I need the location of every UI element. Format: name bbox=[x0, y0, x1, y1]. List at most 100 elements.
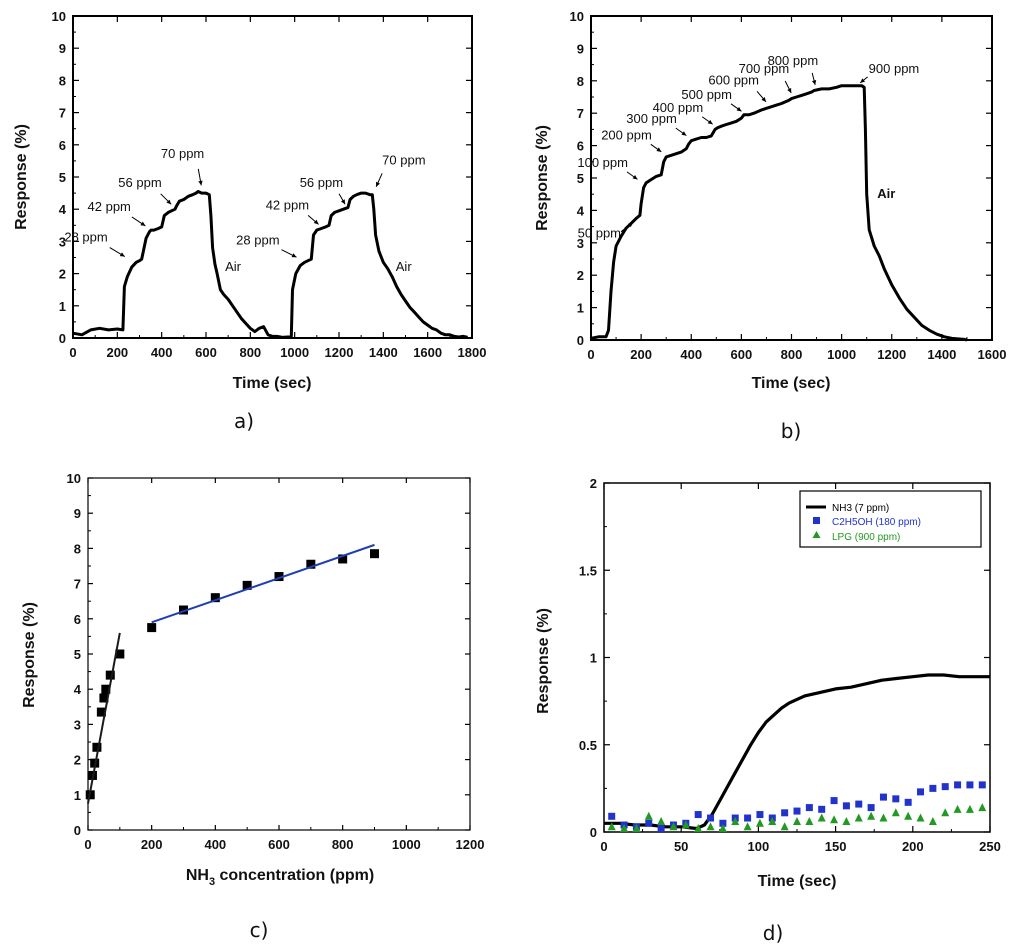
annotation-arrowhead-a bbox=[140, 221, 146, 226]
annotation-arrowhead-b bbox=[761, 96, 766, 102]
x-tick-label-b: 1200 bbox=[877, 347, 906, 362]
data-point-d-2 bbox=[830, 815, 839, 824]
x-tick-label-a: 1400 bbox=[369, 345, 398, 360]
data-point-d-2 bbox=[965, 804, 974, 813]
y-axis-label-b: Response (%) bbox=[534, 125, 551, 231]
annotation-label-b: 500 ppm bbox=[681, 87, 732, 102]
x-tick-label-c: 400 bbox=[204, 837, 226, 852]
x-tick-label-a: 800 bbox=[239, 345, 261, 360]
legend-swatch-lpg bbox=[812, 531, 821, 538]
x-tick-label-d: 100 bbox=[748, 839, 770, 854]
data-point-d-1 bbox=[904, 798, 912, 806]
data-point-d-2 bbox=[632, 824, 641, 833]
annotation-arrowhead-b bbox=[632, 174, 638, 180]
data-point-c-0 bbox=[242, 580, 252, 590]
data-point-d-2 bbox=[780, 822, 789, 831]
annotation-label-b: 900 ppm bbox=[869, 61, 920, 76]
data-point-d-1 bbox=[941, 783, 949, 791]
y-tick-label-a: 8 bbox=[59, 73, 66, 88]
data-point-c-0 bbox=[101, 684, 111, 694]
annotation-label-a: 28 ppm bbox=[236, 233, 279, 248]
x-tick-label-d: 250 bbox=[979, 839, 1001, 854]
y-tick-label-d: 0.5 bbox=[579, 738, 597, 753]
data-point-d-2 bbox=[731, 817, 740, 826]
data-point-d-2 bbox=[891, 808, 900, 817]
annotation-label-a: 56 ppm bbox=[118, 175, 161, 190]
annotation-label-a: Air bbox=[396, 259, 413, 274]
annotation-label-a: 70 ppm bbox=[161, 146, 204, 161]
x-tick-label-b: 1000 bbox=[827, 347, 856, 362]
x-axis-label-d: Time (sec) bbox=[758, 873, 837, 890]
x-tick-label-c: 0 bbox=[84, 837, 91, 852]
x-tick-label-b: 0 bbox=[587, 347, 594, 362]
data-point-d-2 bbox=[743, 822, 752, 831]
y-tick-label-c: 2 bbox=[74, 753, 81, 768]
data-point-d-1 bbox=[744, 814, 752, 822]
data-point-c-0 bbox=[210, 593, 220, 603]
data-point-d-2 bbox=[867, 811, 876, 820]
annotation-arrowhead-a bbox=[375, 181, 380, 187]
panel-a: 0 200 400 600 800 1000 1200 1400 1600 18000123456… bbox=[13, 9, 486, 433]
data-point-d-2 bbox=[793, 817, 801, 826]
annotation-label-b: 700 ppm bbox=[739, 61, 790, 76]
annotation-label-b: 100 ppm bbox=[577, 155, 628, 170]
plot-frame-c bbox=[87, 477, 471, 831]
data-point-d-1 bbox=[694, 811, 702, 819]
annotation-label-b: 800 ppm bbox=[768, 53, 819, 68]
x-tick-label-c: 200 bbox=[141, 837, 163, 852]
y-tick-label-c: 5 bbox=[74, 647, 81, 662]
x-tick-label-b: 400 bbox=[680, 347, 702, 362]
data-point-d-1 bbox=[818, 805, 826, 813]
data-point-d-2 bbox=[768, 817, 777, 826]
x-tick-label-c: 800 bbox=[332, 837, 354, 852]
legend-label-c2h5oh: C2H5OH (180 ppm) bbox=[832, 517, 921, 528]
data-point-c-0 bbox=[179, 605, 188, 615]
y-tick-label-c: 7 bbox=[74, 577, 81, 592]
legend-box-d bbox=[799, 490, 982, 548]
data-point-c-0 bbox=[147, 623, 157, 633]
annotation-label-a: Air bbox=[225, 259, 242, 274]
y-tick-label-c: 8 bbox=[74, 541, 81, 556]
panel-label-a: a) bbox=[234, 409, 254, 433]
data-point-d-2 bbox=[916, 813, 925, 822]
annotation-arrowhead-a bbox=[313, 219, 319, 225]
y-tick-label-d: 1 bbox=[590, 651, 597, 666]
annotation-label-b: 300 ppm bbox=[626, 111, 677, 126]
annotation-arrowhead-a bbox=[340, 199, 346, 205]
data-point-c-0 bbox=[92, 742, 102, 752]
y-tick-label-a: 7 bbox=[59, 106, 66, 121]
y-tick-label-b: 1 bbox=[577, 301, 584, 316]
y-tick-label-b: 3 bbox=[577, 236, 584, 251]
data-point-c-0 bbox=[96, 707, 106, 717]
x-tick-label-c: 1200 bbox=[456, 837, 485, 852]
data-point-d-2 bbox=[928, 817, 937, 826]
y-tick-label-a: 5 bbox=[59, 170, 66, 185]
annotation-arrowhead-a bbox=[119, 252, 125, 257]
data-point-d-2 bbox=[842, 817, 851, 826]
data-point-d-1 bbox=[929, 784, 937, 792]
data-point-c-0 bbox=[99, 693, 109, 703]
series-line-d-0 bbox=[604, 673, 990, 831]
x-tick-label-b: 1600 bbox=[978, 347, 1007, 362]
data-point-d-2 bbox=[694, 824, 703, 833]
data-point-d-1 bbox=[608, 812, 616, 820]
annotation-arrowhead-b bbox=[736, 106, 742, 112]
y-tick-label-b: 7 bbox=[577, 106, 584, 121]
data-point-c-0 bbox=[115, 649, 125, 659]
y-tick-label-a: 1 bbox=[59, 299, 66, 314]
data-point-d-1 bbox=[879, 793, 887, 801]
annotation-arrowhead-b bbox=[811, 80, 817, 85]
y-tick-label-c: 1 bbox=[74, 788, 81, 803]
fit-line-c-1 bbox=[151, 543, 375, 624]
data-point-d-2 bbox=[706, 822, 715, 831]
data-point-d-2 bbox=[978, 803, 987, 812]
data-point-d-2 bbox=[953, 804, 962, 813]
legend-label-lpg: LPG (900 ppm) bbox=[832, 532, 900, 543]
annotation-label-a: 42 ppm bbox=[266, 197, 309, 212]
x-axis-label-c: NH3 concentration (ppm) bbox=[186, 867, 374, 888]
annotation-arrowhead-b bbox=[628, 222, 634, 228]
legend-swatch-c2h5oh bbox=[813, 517, 820, 524]
data-point-d-2 bbox=[879, 813, 888, 822]
y-tick-label-a: 9 bbox=[59, 41, 66, 56]
annotation-label-b: 50 ppm bbox=[578, 226, 621, 241]
